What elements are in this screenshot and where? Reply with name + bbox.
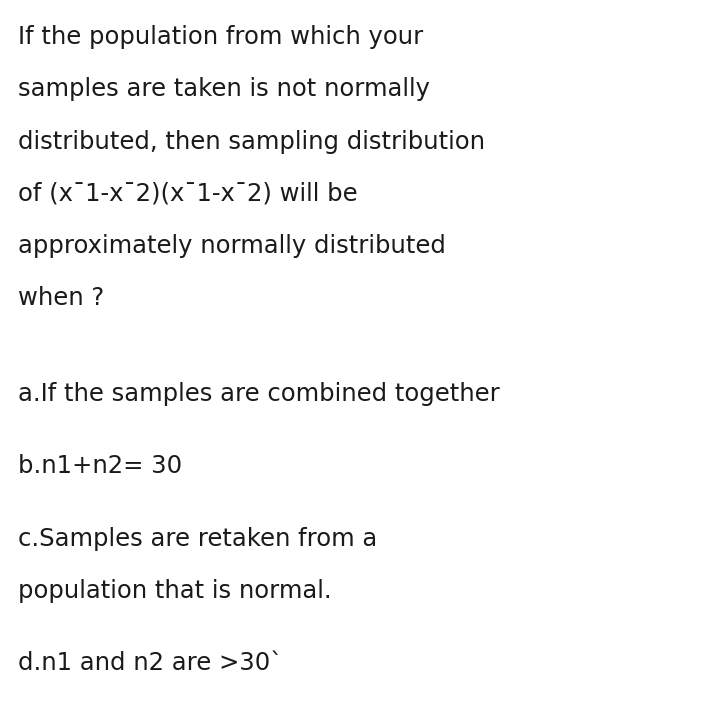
Text: of (x¯1-x¯2)(x¯1-x¯2) will be: of (x¯1-x¯2)(x¯1-x¯2) will be (18, 182, 358, 206)
Text: distributed, then sampling distribution: distributed, then sampling distribution (18, 130, 485, 154)
Text: c.Samples are retaken from a: c.Samples are retaken from a (18, 526, 377, 551)
Text: d.n1 and n2 are >30`: d.n1 and n2 are >30` (18, 652, 282, 675)
Text: approximately normally distributed: approximately normally distributed (18, 234, 446, 258)
Text: a.If the samples are combined together: a.If the samples are combined together (18, 382, 500, 406)
Text: population that is normal.: population that is normal. (18, 579, 332, 603)
Text: If the population from which your: If the population from which your (18, 25, 423, 49)
Text: samples are taken is not normally: samples are taken is not normally (18, 77, 430, 102)
Text: when ?: when ? (18, 286, 104, 311)
Text: b.n1+n2= 30: b.n1+n2= 30 (18, 454, 182, 478)
